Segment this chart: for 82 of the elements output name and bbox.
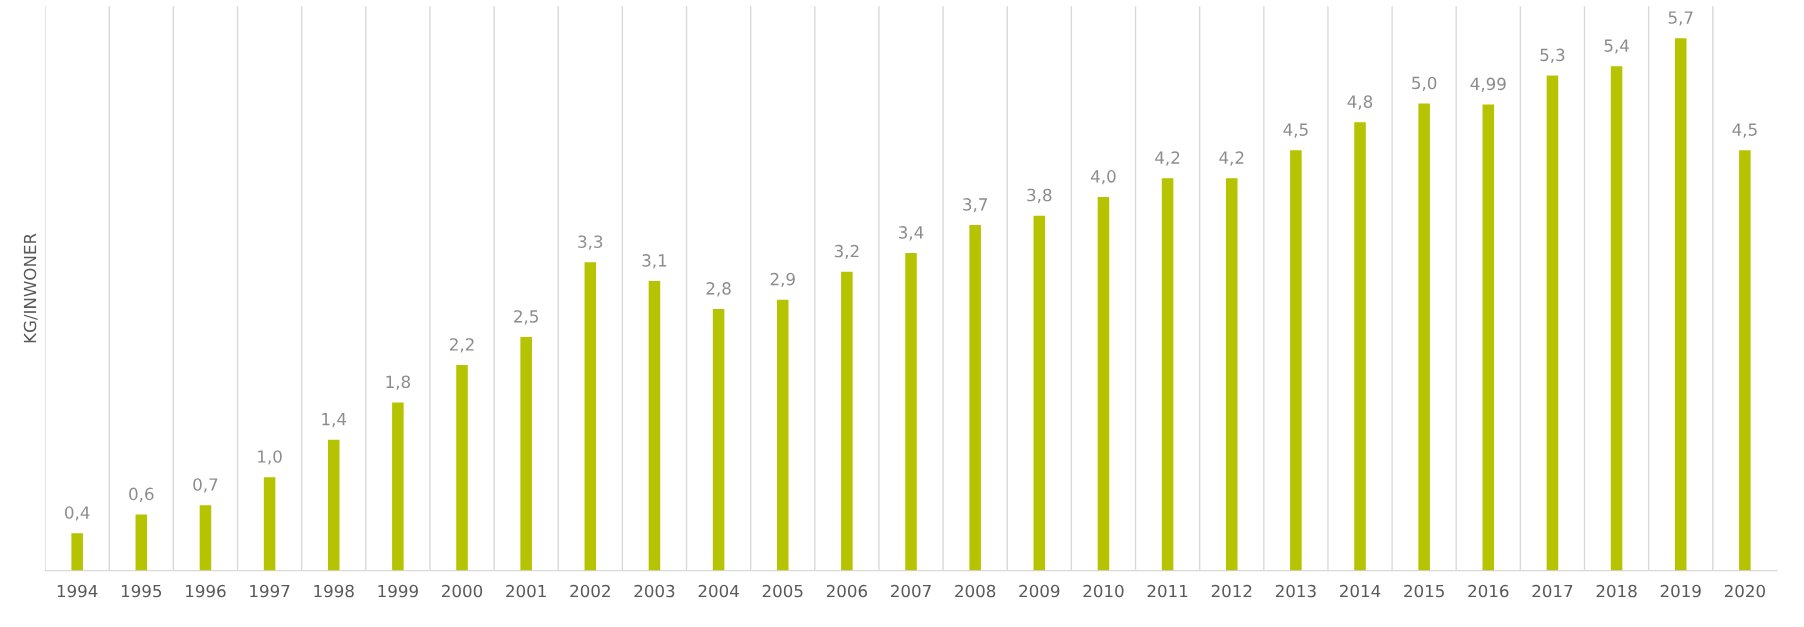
bar (1033, 215, 1046, 571)
data-label: 1,4 (322, 413, 347, 428)
x-tick-label: 2016 (1468, 584, 1509, 598)
x-tick-label: 1994 (57, 584, 98, 598)
bar (584, 262, 597, 571)
data-label: 3,2 (834, 244, 859, 260)
bar (1097, 196, 1110, 571)
x-tick-label: 1999 (378, 584, 418, 598)
x-tick-label: 2005 (762, 584, 803, 598)
x-tick-label: 2002 (570, 584, 610, 598)
bar (392, 402, 404, 571)
bar (1739, 150, 1751, 571)
data-label: 2,8 (706, 282, 731, 297)
data-label: 5,7 (1668, 11, 1693, 26)
data-label: 4,0 (1091, 170, 1116, 185)
data-label: 4,5 (1283, 123, 1308, 138)
bar (648, 281, 661, 571)
x-tick-label: 2000 (442, 584, 483, 598)
bar (1674, 38, 1687, 571)
bar (712, 309, 725, 571)
x-tick-label: 2014 (1340, 584, 1381, 598)
x-tick-label: 1997 (250, 584, 290, 598)
x-tick-label: 2012 (1211, 584, 1252, 598)
bar (1546, 75, 1559, 571)
x-tick-label: 2015 (1404, 584, 1444, 598)
data-label: 4,2 (1219, 151, 1244, 166)
bar (841, 271, 853, 571)
bar (71, 533, 83, 571)
data-label: 0,4 (65, 506, 90, 521)
data-label: 3,3 (578, 235, 603, 250)
data-label: 0,6 (129, 487, 154, 502)
x-tick-label: 2017 (1532, 584, 1573, 598)
x-tick-label: 2004 (698, 584, 739, 598)
x-tick-label: 1998 (314, 584, 354, 598)
bar (1418, 103, 1430, 571)
data-label: 3,1 (642, 254, 667, 269)
x-tick-label: 2018 (1596, 584, 1637, 598)
x-tick-label: 2010 (1083, 584, 1124, 598)
data-label: 2,2 (449, 338, 474, 353)
data-label: 5,4 (1604, 39, 1629, 54)
x-tick-label: 2006 (826, 584, 868, 598)
x-tick-label: 2001 (506, 584, 546, 598)
data-label: 4,99 (1470, 77, 1506, 92)
data-label: 0,7 (193, 478, 218, 493)
x-tick-label: 2013 (1275, 584, 1316, 598)
x-tick-label: 1995 (121, 584, 162, 598)
bar (520, 337, 532, 571)
x-tick-label: 2019 (1660, 584, 1701, 598)
bar (1225, 178, 1238, 571)
data-label: 4,8 (1347, 95, 1373, 110)
data-label: 2,5 (514, 310, 538, 325)
bar (1290, 150, 1302, 571)
bar (263, 477, 276, 571)
x-tick-label: 2009 (1019, 584, 1060, 598)
y-axis-title: KG/INWONER (23, 233, 38, 343)
bar (135, 514, 148, 571)
x-tick-label: 1996 (186, 584, 226, 598)
bar (905, 253, 917, 571)
data-label: 3,7 (963, 198, 987, 213)
bar (1482, 104, 1495, 571)
x-tick-label: 2003 (634, 584, 675, 598)
bar (1610, 66, 1623, 571)
data-label: 4,2 (1155, 151, 1180, 166)
data-label: 2,9 (770, 272, 795, 288)
x-tick-label: 2011 (1147, 584, 1188, 598)
data-label: 5,3 (1540, 48, 1565, 63)
x-tick-label: 2020 (1724, 584, 1765, 598)
bar (199, 505, 212, 571)
data-label: 1,0 (258, 450, 282, 465)
x-tick-label: 2008 (955, 584, 996, 598)
data-label: 5,0 (1412, 76, 1437, 91)
x-tick-label: 2007 (891, 584, 931, 598)
data-label: 3,4 (899, 226, 924, 241)
data-label: 3,8 (1027, 188, 1052, 204)
bar (776, 299, 789, 571)
bar (327, 439, 340, 571)
bar (1354, 122, 1366, 571)
bar (969, 225, 981, 571)
data-label: 4,5 (1732, 123, 1757, 138)
bar (456, 365, 468, 571)
bar (1161, 178, 1174, 571)
data-label: 1,8 (386, 375, 410, 390)
